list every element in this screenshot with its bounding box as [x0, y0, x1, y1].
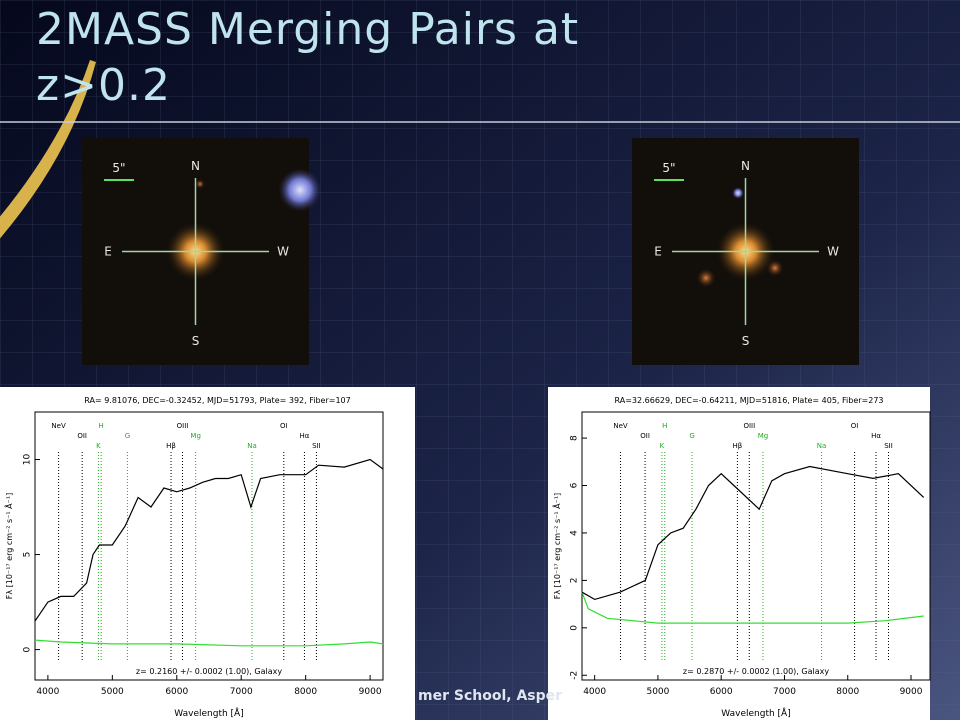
y-tick-label: 10 [23, 454, 33, 466]
x-tick-label: 9000 [900, 687, 923, 697]
scale-label: 5" [662, 161, 675, 175]
x-tick-label: 5000 [101, 687, 124, 697]
x-tick-label: 7000 [773, 687, 796, 697]
spectral-line-label: H [99, 422, 104, 430]
y-tick-label: 8 [570, 435, 580, 441]
spectrum-header: RA=32.66629, DEC=-0.64211, MJD=51816, Pl… [615, 396, 884, 405]
x-tick-label: 7000 [230, 687, 253, 697]
decorative-arc [0, 60, 96, 239]
x-axis-label: Wavelength [Å] [174, 707, 243, 719]
companion-source [195, 179, 205, 189]
y-tick-label: 5 [23, 552, 33, 558]
panel-background [548, 387, 930, 720]
panel-background [0, 387, 415, 720]
spectral-line-label: Hα [299, 432, 309, 440]
y-tick-label: 6 [570, 482, 580, 488]
spectra: RA= 9.81076, DEC=-0.32452, MJD=51793, Pl… [0, 387, 931, 720]
y-tick-label: 4 [570, 530, 580, 536]
x-tick-label: 4000 [583, 687, 606, 697]
east-label: E [654, 245, 662, 259]
noise-line [34, 639, 384, 647]
spectral-line-label: Hβ [733, 442, 743, 450]
flux-line [581, 465, 925, 601]
y-tick-label: -2 [570, 671, 580, 680]
spectral-line-label: G [689, 432, 694, 440]
companion-source [278, 168, 322, 212]
spectral-line-label: NeV [613, 422, 628, 430]
spectral-line-label: Hβ [166, 442, 176, 450]
spectral-line-label: OIII [743, 422, 755, 430]
companion-source [732, 187, 744, 199]
y-tick-label: 0 [23, 646, 33, 652]
spectral-line-label: OI [851, 422, 859, 430]
spectral-line-label: SII [312, 442, 321, 450]
spectral-line-label: K [96, 442, 101, 450]
plot-frame [581, 411, 931, 681]
footer-text: mer School, Asper [418, 688, 563, 704]
spectral-line-label: K [660, 442, 665, 450]
spectral-line-label: Mg [758, 432, 768, 440]
flux-line [34, 458, 384, 622]
y-axis-label: Fλ [10⁻¹⁷ erg cm⁻² s⁻¹ Å⁻¹] [551, 493, 562, 599]
spectral-line-label: OI [280, 422, 288, 430]
y-tick-label: 0 [570, 625, 580, 631]
galaxy-image: 5" N S E W [82, 138, 322, 365]
spectral-line-label: Mg [190, 432, 200, 440]
noise-line [581, 591, 924, 624]
galaxy-image: 5" N S E W [632, 138, 859, 365]
x-tick-label: 8000 [294, 687, 317, 697]
spectrum-header: RA= 9.81076, DEC=-0.32452, MJD=51793, Pl… [84, 396, 350, 405]
spectral-line-label: G [125, 432, 130, 440]
south-label: S [742, 334, 750, 348]
companion-source [696, 268, 716, 288]
x-axis-label: Wavelength [Å] [721, 707, 790, 719]
west-label: W [827, 245, 839, 259]
redshift-label: z= 0.2870 +/- 0.0002 (1.00), Galaxy [683, 667, 829, 676]
spectrum-panel: RA=32.66629, DEC=-0.64211, MJD=51816, Pl… [548, 387, 931, 720]
plot-frame [34, 411, 384, 681]
spectral-line-label: OII [640, 432, 650, 440]
south-label: S [192, 334, 200, 348]
slide-title: 2MASS Merging Pairs at z>0.2 [36, 4, 580, 111]
y-tick-label: 2 [570, 578, 580, 584]
north-label: N [741, 159, 750, 173]
west-label: W [277, 245, 289, 259]
spectrum-panel: RA= 9.81076, DEC=-0.32452, MJD=51793, Pl… [0, 387, 415, 720]
spectral-line-label: NeV [51, 422, 66, 430]
redshift-label: z= 0.2160 +/- 0.0002 (1.00), Galaxy [136, 667, 282, 676]
x-tick-label: 4000 [36, 687, 59, 697]
spectral-line-label: Hα [871, 432, 881, 440]
x-tick-label: 6000 [165, 687, 188, 697]
spectral-line-label: Na [247, 442, 257, 450]
x-tick-label: 6000 [710, 687, 733, 697]
spectral-line-label: SII [884, 442, 893, 450]
x-tick-label: 9000 [359, 687, 382, 697]
spectral-line-label: OII [77, 432, 87, 440]
x-tick-label: 8000 [836, 687, 859, 697]
east-label: E [104, 245, 112, 259]
spectral-line-label: H [662, 422, 667, 430]
scale-label: 5" [112, 161, 125, 175]
galaxy-images: 5" N S E W 5" N S E W [82, 138, 859, 365]
spectral-line-label: OIII [177, 422, 189, 430]
x-tick-label: 5000 [646, 687, 669, 697]
y-axis-label: Fλ [10⁻¹⁷ erg cm⁻² s⁻¹ Å⁻¹] [3, 493, 14, 599]
north-label: N [191, 159, 200, 173]
spectral-line-label: Na [817, 442, 827, 450]
